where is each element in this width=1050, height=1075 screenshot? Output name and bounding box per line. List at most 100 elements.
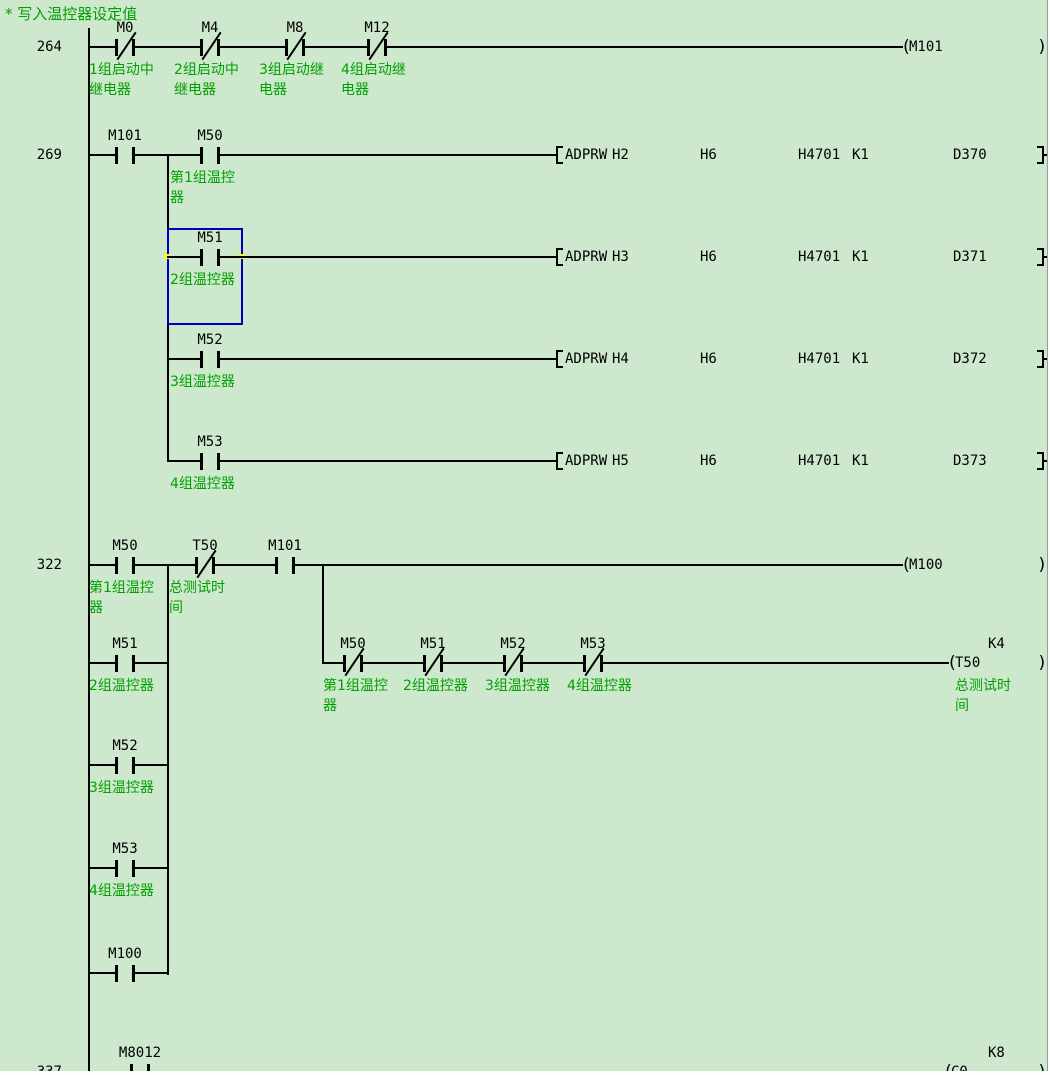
instruction-operand[interactable]: H6 [700, 249, 717, 265]
device-name-m52: M52 [197, 332, 223, 348]
contact-m51[interactable] [115, 655, 135, 672]
contact-m8[interactable] [285, 31, 307, 61]
contact-t50[interactable] [195, 549, 217, 579]
nc-slash-icon [368, 31, 389, 61]
rung-comment: * 写入温控器设定值 [5, 5, 138, 23]
instruction-operand[interactable]: H2 [612, 147, 629, 163]
device-name-m52: M52 [112, 738, 138, 754]
coil-m101[interactable]: M101 [909, 39, 943, 55]
instruction-operand[interactable]: K1 [852, 249, 869, 265]
instruction-operand[interactable]: H4701 [798, 351, 841, 367]
wire-h [88, 46, 903, 48]
coil-m100[interactable]: M100 [909, 557, 943, 573]
device-name-m50: M50 [112, 538, 138, 554]
instruction-operand[interactable]: H4 [612, 351, 629, 367]
contact-m12[interactable] [367, 31, 389, 61]
device-comment-m51: 2组温控器 [89, 678, 154, 694]
nc-slash-icon [116, 31, 137, 61]
instruction-operand[interactable]: H4701 [798, 147, 841, 163]
contact-m100[interactable] [115, 965, 135, 982]
contact-m52-nc[interactable] [503, 647, 525, 677]
instruction-operand[interactable]: H6 [700, 351, 717, 367]
counter-preset-k8[interactable]: K8 [988, 1045, 1005, 1061]
device-comment-m12: 4组启动继电器 [341, 62, 406, 98]
device-comment-m52: 3组温控器 [89, 780, 154, 796]
wire-h [1043, 256, 1050, 258]
device-comment-m51: 2组温控器 [170, 272, 235, 288]
instruction-operand[interactable]: H6 [700, 453, 717, 469]
device-name-m51: M51 [420, 636, 446, 652]
contact-m101[interactable] [275, 557, 295, 574]
coil-c0[interactable]: C0 [951, 1064, 968, 1075]
selection-anchor [164, 254, 169, 259]
contact-m101[interactable] [115, 147, 135, 164]
instruction-name[interactable]: ADPRW [565, 453, 608, 469]
branch-wire-v [167, 565, 169, 975]
instruction-operand[interactable]: D370 [953, 147, 987, 163]
device-comment-m53: 4组温控器 [170, 476, 235, 492]
wire-h [1043, 358, 1050, 360]
instruction-name[interactable]: ADPRW [565, 351, 608, 367]
wire-h [322, 662, 949, 664]
instruction-operand[interactable]: H4701 [798, 249, 841, 265]
wire-h [167, 256, 558, 258]
instruction-operand[interactable]: K1 [852, 351, 869, 367]
instruction-name[interactable]: ADPRW [565, 147, 608, 163]
device-name-m50: M50 [340, 636, 366, 652]
device-name-m100: M100 [108, 946, 142, 962]
device-name-m8012: M8012 [118, 1045, 162, 1061]
selection-box [167, 228, 243, 325]
instruction-open-bracket-icon [556, 452, 563, 470]
device-name-m50: M50 [197, 128, 223, 144]
device-name-m53: M53 [112, 841, 138, 857]
timer-preset-k4[interactable]: K4 [988, 636, 1005, 652]
contact-m52[interactable] [115, 757, 135, 774]
instruction-open-bracket-icon [556, 350, 563, 368]
device-comment-m8: 3组启动继电器 [259, 62, 324, 98]
instruction-operand[interactable]: K1 [852, 453, 869, 469]
contact-m52[interactable] [200, 351, 220, 368]
device-name-t50: T50 [192, 538, 218, 554]
contact-m53-nc[interactable] [583, 647, 605, 677]
device-name-m52: M52 [500, 636, 526, 652]
rung-number-322: 322 [36, 557, 62, 573]
contact-m8012[interactable] [130, 1064, 150, 1075]
coil-t50[interactable]: T50 [955, 655, 981, 671]
bottom-edge-strip [0, 1071, 1050, 1075]
instruction-operand[interactable]: D371 [953, 249, 987, 265]
device-name-m51: M51 [197, 230, 223, 246]
contact-m51[interactable] [200, 249, 220, 266]
device-comment-m50: 第1组温控器 [89, 580, 154, 616]
contact-m50[interactable] [115, 557, 135, 574]
wire-h [1043, 460, 1050, 462]
instruction-operand[interactable]: D373 [953, 453, 987, 469]
right-edge-strip [1047, 0, 1050, 1075]
instruction-open-bracket-icon [556, 146, 563, 164]
nc-slash-icon [504, 647, 525, 677]
instruction-operand[interactable]: H5 [612, 453, 629, 469]
instruction-operand[interactable]: D372 [953, 351, 987, 367]
instruction-operand[interactable]: H6 [700, 147, 717, 163]
wire-h [88, 154, 558, 156]
nc-slash-icon [286, 31, 307, 61]
contact-m50-nc[interactable] [343, 647, 365, 677]
nc-slash-icon [201, 31, 222, 61]
nc-slash-icon [584, 647, 605, 677]
instruction-name[interactable]: ADPRW [565, 249, 608, 265]
device-comment-m53: 4组温控器 [567, 678, 632, 694]
contact-m53[interactable] [200, 453, 220, 470]
instruction-operand[interactable]: H3 [612, 249, 629, 265]
contact-m4[interactable] [200, 31, 222, 61]
instruction-operand[interactable]: H4701 [798, 453, 841, 469]
contact-m53[interactable] [115, 860, 135, 877]
contact-m0[interactable] [115, 31, 137, 61]
nc-slash-icon [424, 647, 445, 677]
instruction-open-bracket-icon [556, 248, 563, 266]
contact-m50[interactable] [200, 147, 220, 164]
instruction-operand[interactable]: K1 [852, 147, 869, 163]
device-comment-m50: 第1组温控器 [170, 170, 235, 206]
contact-m51-nc[interactable] [423, 647, 445, 677]
device-name-m8: M8 [286, 20, 304, 36]
device-name-m53: M53 [580, 636, 606, 652]
coil-close-paren-icon [1037, 654, 1047, 672]
